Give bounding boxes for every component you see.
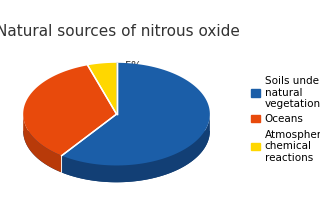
Polygon shape <box>23 114 62 172</box>
Text: 5%: 5% <box>124 61 142 71</box>
Text: 35%: 35% <box>172 118 196 129</box>
Polygon shape <box>23 131 210 182</box>
Text: 60%: 60% <box>53 114 77 124</box>
Title: Natural sources of nitrous oxide: Natural sources of nitrous oxide <box>0 24 240 39</box>
Polygon shape <box>62 63 210 165</box>
Legend: Soils under
natural
vegetation, Oceans, Atmospheric
chemical
reactions: Soils under natural vegetation, Oceans, … <box>247 72 320 167</box>
Polygon shape <box>23 65 116 156</box>
Polygon shape <box>88 63 116 114</box>
Polygon shape <box>62 115 210 182</box>
